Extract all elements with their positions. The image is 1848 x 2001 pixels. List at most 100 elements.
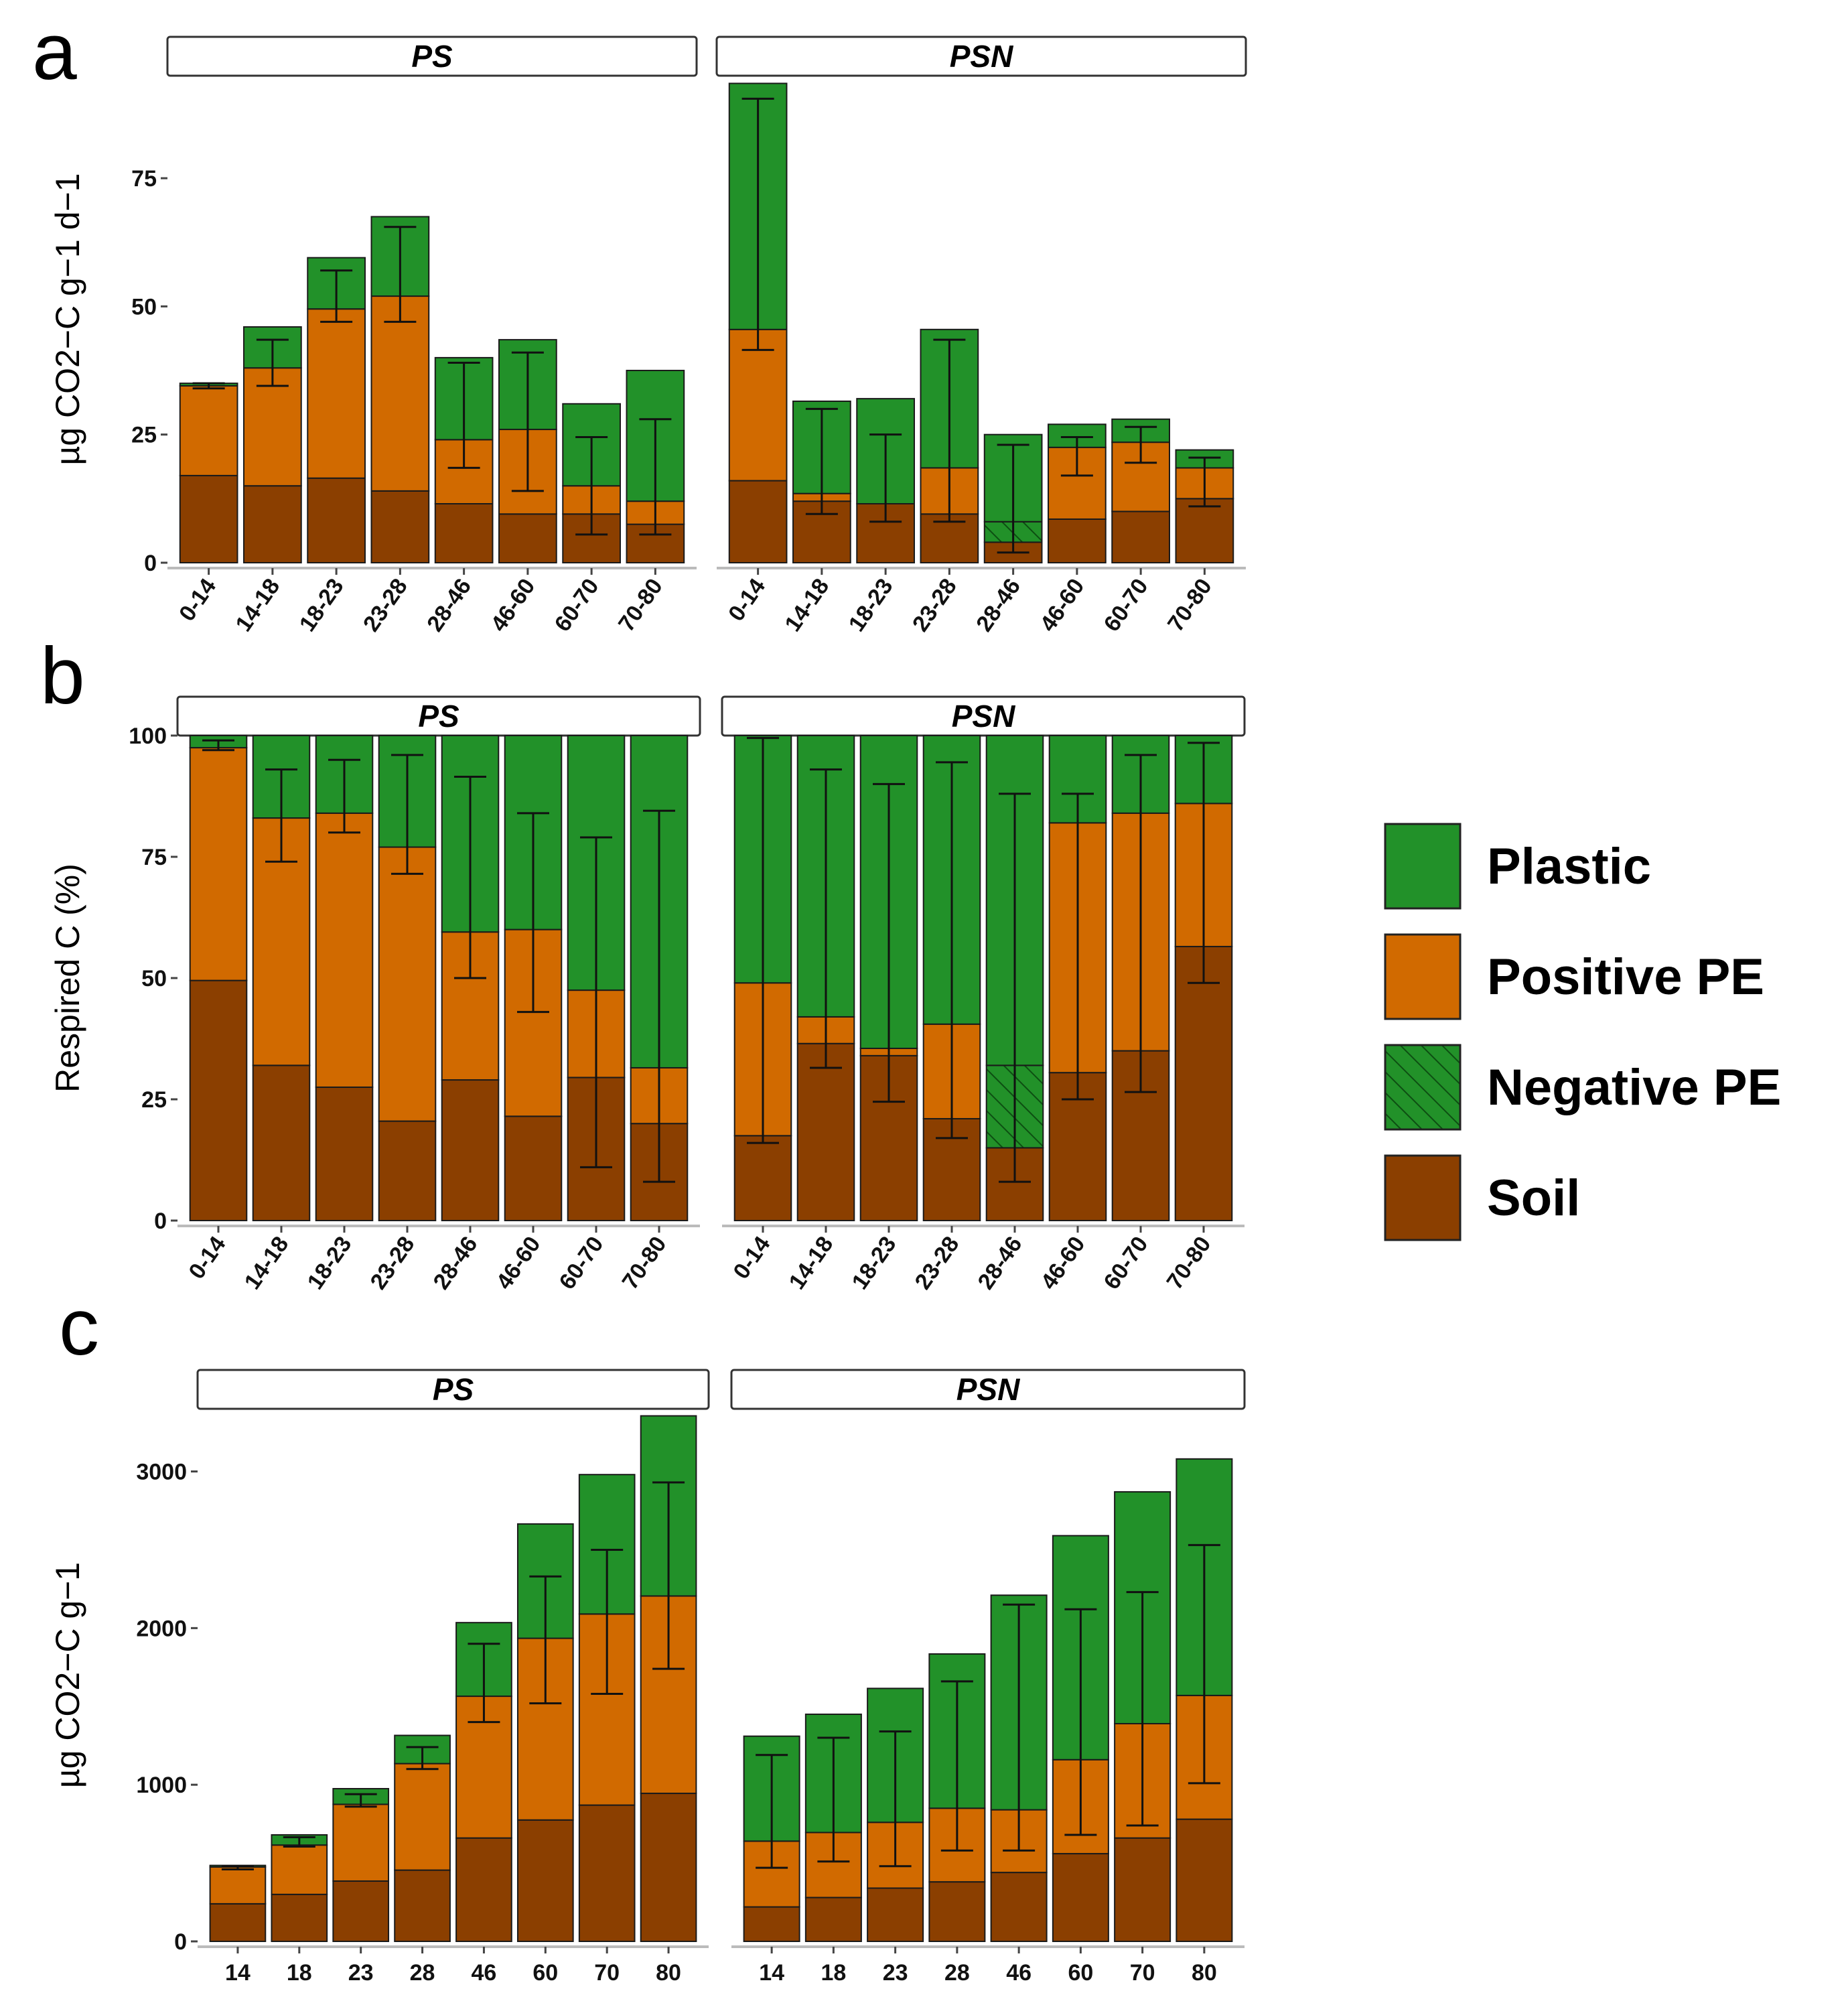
bar-segment-soil: [640, 1793, 697, 1943]
x-tick-label: 23: [883, 1960, 908, 1986]
x-tick-label: 46: [1006, 1960, 1032, 1986]
x-tick-label: 28-46: [422, 574, 476, 636]
x-tick-label: 70-80: [618, 1232, 672, 1294]
legend-swatch-plastic: [1384, 823, 1462, 910]
bar-segment-positive-pe: [209, 1866, 267, 1905]
facet-b-psn: PSN 0-14 14-18 18-23 23-28 28-46 46-60 60-70 70-…: [721, 695, 1246, 1294]
x-tick-label: 28-46: [429, 1232, 483, 1294]
facet-strip: [196, 1369, 710, 1410]
x-tick-label: 28: [944, 1960, 970, 1986]
y-tick-label: 2000: [136, 1616, 187, 1641]
x-tick-label: 46-60: [1036, 1232, 1090, 1294]
x-tick-label: 60: [532, 1960, 558, 1986]
bar-segment-soil: [504, 1115, 563, 1221]
bar-segment-positive-pe: [189, 747, 248, 981]
bar-segment-soil: [1176, 1818, 1233, 1943]
x-tick-label: 18-23: [295, 574, 349, 636]
x-tick-label: 70-80: [1162, 1232, 1216, 1294]
x-tick-label: 46-60: [492, 1232, 546, 1294]
x-tick-label: 23-28: [358, 574, 413, 636]
x-tick-label: 70-80: [614, 574, 668, 636]
legend-label-negative-pe: Negative PE: [1487, 1059, 1781, 1116]
panel-letters: a b c: [32, 7, 99, 1372]
x-tick-label: 23-28: [910, 1232, 965, 1294]
panel-letter-a: a: [32, 7, 77, 96]
bar-segment-soil: [733, 1135, 792, 1222]
y-tick-label: 0: [144, 551, 157, 576]
bar-segment-positive-pe: [728, 328, 788, 482]
x-tick-label: 60-70: [1099, 574, 1153, 636]
y-tick-label: 25: [141, 1087, 167, 1113]
bar-segment-soil: [498, 513, 557, 563]
bar-segment-soil: [243, 485, 302, 563]
y-axis-title-a: µg CO2−C g−1 d−1: [49, 173, 86, 465]
legend-swatch-negative-pe: [1384, 1044, 1462, 1131]
x-tick-label: 60-70: [555, 1232, 609, 1294]
x-tick-label: 46-60: [486, 574, 540, 636]
legend-label-positive-pe: Positive PE: [1487, 949, 1764, 1006]
facet-b-ps: PS 0-14 14-18 18-23 23-28 28-46 46-60 60-70 70-8…: [176, 695, 701, 1294]
legend-swatch-positive-pe: [1384, 933, 1462, 1020]
x-tick-label: 0-14: [723, 574, 770, 626]
bar-segment-soil: [271, 1893, 328, 1943]
x-tick-label: 18-23: [844, 574, 898, 636]
x-tick-label: 14: [225, 1960, 251, 1986]
x-tick-label: 14: [759, 1960, 784, 1986]
x-tick-label: 80: [656, 1960, 681, 1986]
bar-segment-positive-pe: [315, 812, 374, 1088]
facet-strip-label: PS: [418, 699, 459, 734]
facet-a-psn: PSN 0-14 14-18 18-23 23-28 28-46 46-60 60-70 70-…: [715, 36, 1247, 636]
x-tick-label: 18-23: [303, 1232, 357, 1294]
bar-segment-soil: [1048, 518, 1107, 564]
facet-strip: [166, 36, 698, 77]
x-tick-label: 14-18: [240, 1232, 294, 1294]
bar-segment-soil: [1114, 1837, 1171, 1943]
bar-segment-soil: [332, 1880, 390, 1943]
x-tick-label: 18-23: [847, 1232, 902, 1294]
facet-a-ps: PS 0-14 14-18 18-23 23-28 28-46 46-60 60-70 70-8…: [166, 36, 698, 636]
bar-segment-positive-pe: [370, 295, 430, 492]
bar-segment-positive-pe: [434, 439, 494, 504]
bar-segment-soil: [434, 502, 494, 564]
facet-strip: [730, 1369, 1246, 1410]
facet-strip-label: PS: [433, 1372, 474, 1407]
legend-label-plastic: Plastic: [1487, 838, 1651, 895]
x-tick-label: 14-18: [784, 1232, 839, 1294]
x-tick-label: 46: [472, 1960, 497, 1986]
bar-segment-soil: [441, 1079, 500, 1222]
legend-swatch-soil: [1384, 1154, 1462, 1241]
x-tick-label: 14-18: [230, 574, 285, 636]
bar-segment-soil: [743, 1906, 800, 1943]
bar-segment-soil: [516, 1819, 574, 1943]
bar-segment-soil: [804, 1896, 862, 1942]
bar-segment-positive-pe: [378, 846, 437, 1122]
x-tick-label: 60-70: [550, 574, 604, 636]
bar-segment-soil: [1052, 1853, 1109, 1943]
bar-segment-soil: [189, 979, 248, 1221]
bar-segment-positive-pe: [332, 1803, 390, 1882]
bar-segment-soil: [990, 1872, 1048, 1943]
bar-segment-positive-pe: [394, 1763, 451, 1871]
x-tick-label: 14-18: [780, 574, 834, 636]
bar-segment-soil: [179, 474, 238, 564]
y-tick-label: 0: [154, 1209, 167, 1234]
x-tick-label: 60-70: [1099, 1232, 1153, 1294]
x-tick-label: 28: [410, 1960, 435, 1986]
facet-c-ps: PS 14 18 23 28 46 60 70 80: [196, 1369, 710, 1986]
bar-segment-soil: [307, 477, 366, 563]
y-tick-label: 25: [131, 423, 157, 448]
bar-segment-soil: [1174, 945, 1233, 1221]
bar-segment-soil: [378, 1120, 437, 1221]
facet-strip: [715, 36, 1247, 77]
y-tick-label: 100: [129, 723, 167, 749]
bar-segment-positive-pe: [307, 308, 366, 479]
x-tick-label: 18: [287, 1960, 312, 1986]
facet-strip: [176, 695, 701, 737]
x-tick-label: 0-14: [728, 1232, 775, 1284]
bar-segment-soil: [455, 1837, 512, 1943]
bar-segment-soil: [928, 1881, 986, 1942]
x-tick-label: 70: [1130, 1960, 1155, 1986]
